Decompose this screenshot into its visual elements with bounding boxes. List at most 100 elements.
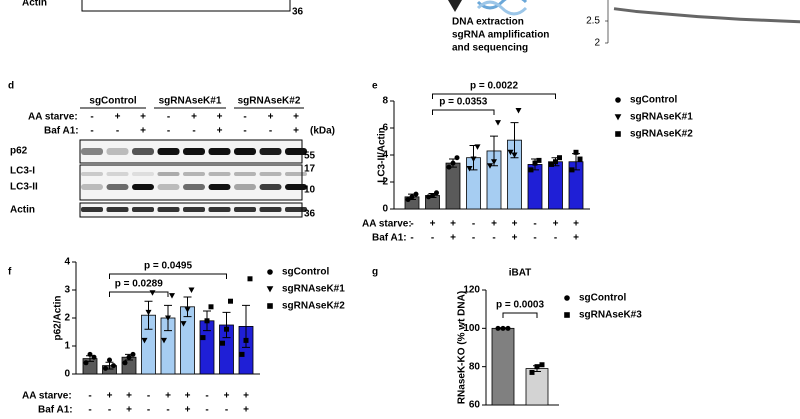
y-tick-label: 2: [64, 313, 70, 324]
condition-sign: +: [573, 219, 579, 230]
y-tick-label: 80: [469, 361, 481, 372]
condition-label: AA starve:: [28, 112, 78, 123]
condition-sign: -: [431, 233, 434, 244]
condition-label: Baf A1:: [372, 233, 407, 244]
condition-sign: -: [533, 233, 536, 244]
band: [234, 172, 256, 176]
condition-sign: -: [88, 405, 91, 416]
band: [183, 207, 205, 212]
p-value: p = 0.0353: [439, 97, 488, 108]
panel-label: e: [372, 81, 378, 92]
condition-label: AA starve:: [362, 219, 412, 230]
condition-sign: -: [269, 126, 272, 137]
condition-label: Baf A1:: [44, 126, 79, 137]
data-point: [247, 276, 253, 282]
data-point: [126, 354, 132, 360]
condition-sign: +: [224, 391, 230, 402]
data-point: [169, 293, 175, 299]
data-point: [149, 290, 156, 296]
data-point: [434, 190, 439, 196]
bar: [445, 162, 461, 210]
band: [259, 207, 282, 212]
condition-sign: +: [450, 219, 456, 230]
p-value: p = 0.0022: [470, 81, 519, 92]
significance-bracket: [432, 93, 556, 99]
data-point: [511, 152, 518, 158]
legend-marker: [615, 97, 621, 103]
data-point: [426, 194, 431, 200]
y-tick-label: 100: [463, 323, 480, 334]
condition-sign: +: [512, 219, 518, 230]
error-bar: [222, 311, 231, 339]
y-tick-label: 8: [382, 96, 388, 107]
y-tick-label: 120: [463, 285, 480, 296]
band: [183, 172, 205, 176]
y-tick-label: 3: [64, 285, 70, 296]
p-value: p = 0.0003: [496, 300, 545, 311]
data-point: [405, 197, 411, 203]
data-point: [239, 351, 245, 357]
significance-bracket: [432, 109, 495, 115]
legend-marker: [564, 312, 570, 318]
condition-sign: +: [293, 112, 299, 123]
condition-sign: -: [533, 219, 536, 230]
data-point: [549, 161, 554, 167]
band: [157, 207, 180, 212]
group-label: sgControl: [89, 96, 136, 107]
condition-sign: +: [430, 219, 436, 230]
data-point: [577, 156, 583, 162]
significance-bracket: [109, 291, 169, 297]
condition-sign: +: [553, 219, 559, 230]
condition-sign: +: [107, 391, 113, 402]
band: [259, 148, 282, 155]
data-point: [111, 363, 116, 369]
band: [259, 172, 282, 176]
band: [106, 184, 129, 190]
data-point: [487, 163, 493, 169]
bar: [525, 368, 549, 406]
band: [132, 184, 154, 190]
data-point: [500, 325, 506, 331]
condition-sign: +: [191, 112, 197, 123]
condition-sign: -: [225, 405, 228, 416]
data-point: [87, 351, 93, 357]
data-point: [180, 321, 187, 327]
significance-bracket: [502, 312, 538, 318]
data-point: [243, 337, 249, 343]
condition-sign: +: [217, 112, 223, 123]
legend-label: sgRNAseK#1: [630, 112, 693, 123]
data-point: [83, 360, 89, 366]
diagram-text: sgRNA amplification: [452, 30, 549, 41]
blot-frame: [81, 0, 291, 12]
band: [285, 148, 307, 155]
condition-label: Baf A1:: [38, 405, 73, 416]
band: [81, 207, 103, 212]
panel-label: g: [372, 267, 378, 278]
diagram-text: and sequencing: [452, 43, 528, 54]
legend-marker: [615, 131, 621, 137]
group-label: sgRNAseK#1: [159, 96, 222, 107]
legend-marker: [267, 269, 273, 275]
band: [234, 184, 256, 190]
data-point: [130, 351, 136, 357]
data-point: [208, 304, 214, 310]
bar: [548, 161, 563, 210]
band: [285, 207, 307, 212]
y-tick-label: 0: [64, 369, 70, 380]
y-tick-label: 4: [64, 257, 70, 268]
band: [132, 148, 154, 155]
row-label: Actin: [10, 205, 35, 216]
condition-sign: -: [192, 126, 195, 137]
data-point: [534, 364, 540, 370]
band: [106, 148, 129, 155]
band: [81, 184, 103, 190]
legend-marker: [564, 295, 570, 301]
band: [81, 148, 103, 155]
band: [157, 172, 180, 176]
chart-title: iBAT: [509, 268, 532, 279]
condition-sign: +: [573, 233, 579, 244]
row-label: LC3-II: [10, 182, 38, 193]
data-point: [474, 144, 481, 150]
band: [157, 184, 180, 190]
